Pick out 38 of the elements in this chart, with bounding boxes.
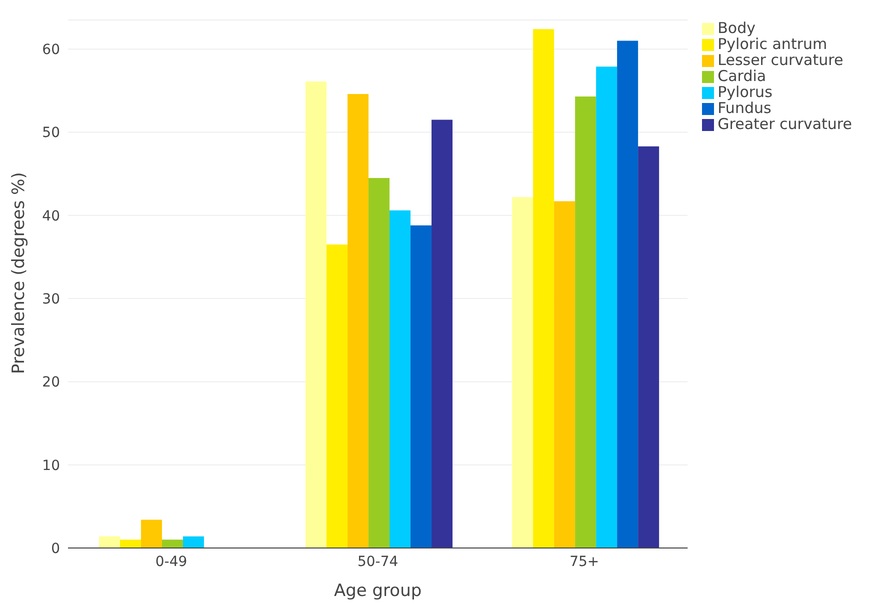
legend-label: Lesser curvature [718,51,844,69]
bar [162,540,183,548]
legend-label: Pyloric antrum [718,35,828,53]
bar [410,225,432,548]
y-tick-label: 50 [42,125,60,142]
legend-label: Pylorus [718,83,772,101]
bar [432,120,453,548]
bar [98,536,120,548]
legend-label: Cardia [718,67,766,85]
y-tick-label: 30 [42,292,60,308]
bar [575,96,596,548]
x-tick-label: 75+ [570,554,600,570]
bar [368,178,390,548]
bar [512,197,534,548]
bar [182,536,204,548]
x-tick-label: 50-74 [357,554,398,570]
y-axis-title: Prevalence (degrees %) [9,172,30,374]
bar [326,244,348,548]
bar [140,520,162,548]
y-tick-label: 0 [51,540,60,557]
bar [533,29,554,548]
bar [390,210,411,548]
x-axis-title: Age group [334,581,422,601]
bar [596,66,618,548]
y-tick-label: 20 [42,374,60,391]
legend-label: Fundus [718,99,772,117]
y-tick-label: 10 [42,458,60,474]
bar [306,82,327,548]
legend-label: Body [718,19,756,37]
bar [348,94,369,548]
x-tick-label: 0-49 [155,554,188,570]
bar [638,146,660,548]
legend-label: Greater curvature [718,115,852,133]
y-tick-label: 40 [42,208,60,224]
bar [554,201,576,548]
bar [617,40,638,548]
bar [120,540,141,548]
y-tick-label: 60 [42,42,60,58]
